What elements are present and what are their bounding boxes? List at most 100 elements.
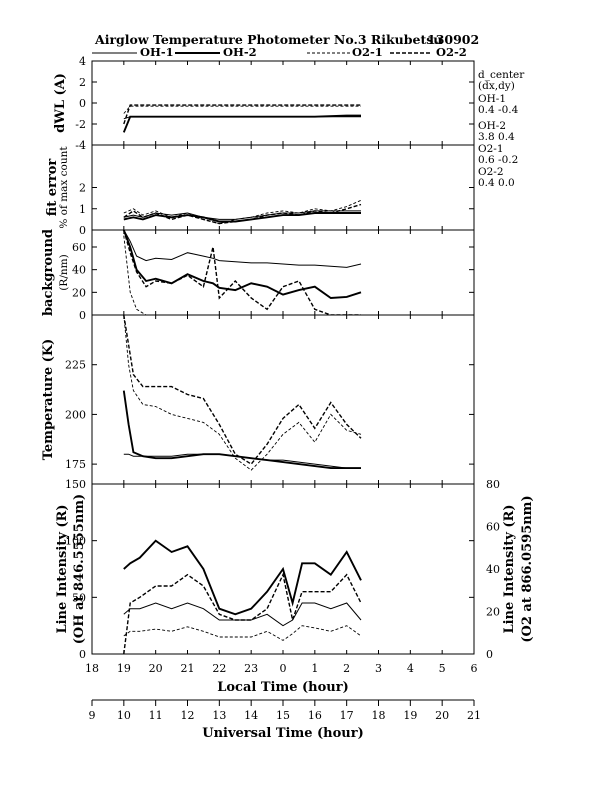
x-axis-label-ut: Universal Time (hour)	[202, 726, 364, 741]
y-tick-label-3-0: 225	[65, 359, 86, 372]
y-right-axis-label2: (O2 at 866.0595nm)	[520, 495, 535, 642]
series-line-1-O2-1	[123, 199, 362, 225]
d-center-subheading: (dx,dy)	[478, 80, 515, 92]
series-line-1-OH-2	[123, 212, 361, 223]
ut-tick-label-11: 20	[435, 709, 449, 722]
local-tick-label-6: 0	[280, 662, 287, 675]
y-tick-label-3-1: 200	[65, 408, 86, 421]
y-axis-label-0: dWL (A)	[53, 73, 68, 133]
y-tick-label-4-3: 0	[79, 648, 86, 661]
y-tick-label-1-1: 1	[79, 203, 86, 216]
y-right-tick-label-3: 20	[486, 606, 500, 619]
series-line-4-OH-2	[123, 539, 362, 616]
legend-label-OH-2: OH-2	[223, 45, 257, 59]
y-axis-label2-4: (OH at 846.5555nm)	[72, 494, 87, 644]
panel-4	[91, 483, 475, 655]
local-tick-label-8: 2	[343, 662, 350, 675]
series-line-4-O2-2	[123, 572, 362, 654]
ut-tick-label-1: 10	[117, 709, 131, 722]
y-tick-label-0-4: -4	[75, 139, 86, 152]
y-axis-label-1: fit error	[45, 159, 60, 217]
series-line-4-OH-1	[123, 602, 362, 627]
side-info-name-OH-1: OH-1	[478, 93, 506, 105]
side-info-value-O2-1: 0.6 -0.2	[478, 154, 518, 166]
y-axis-label2-2: (R/nm)	[58, 254, 70, 290]
series-line-1-O2-2	[123, 203, 362, 225]
series-line-2-OH-1	[123, 230, 362, 268]
side-info-name-OH-2: OH-2	[478, 120, 506, 132]
d-center-heading: d_center	[478, 69, 525, 81]
y-tick-label-2-1: 40	[72, 264, 86, 277]
ut-tick-label-9: 18	[372, 709, 386, 722]
series-line-0-O2-1	[123, 105, 361, 114]
panel-1	[91, 144, 475, 231]
panel-frame-3	[91, 314, 475, 485]
local-tick-label-1: 19	[117, 662, 131, 675]
series-line-2-O2-1	[123, 235, 361, 315]
ut-tick-label-0: 9	[89, 709, 96, 722]
local-tick-label-5: 23	[244, 662, 258, 675]
ut-tick-label-7: 16	[308, 709, 322, 722]
panel-2	[91, 229, 475, 316]
chart-date: 130902	[427, 32, 479, 47]
y-tick-label-0-0: 4	[79, 55, 86, 68]
y-right-tick-label-4: 0	[486, 648, 493, 661]
side-info-name-O2-1: O2-1	[478, 143, 504, 155]
series-line-3-O2-2	[123, 315, 362, 466]
side-info-name-O2-2: O2-2	[478, 166, 504, 178]
panel-0	[91, 60, 475, 146]
y-axis-label-4: Line Intensity (R)	[55, 504, 70, 633]
series-line-3-OH-2	[122, 390, 361, 470]
local-tick-label-11: 5	[439, 662, 446, 675]
local-tick-label-12: 6	[471, 662, 478, 675]
legend-label-O2-2: O2-2	[436, 45, 467, 59]
legend-label-OH-1: OH-1	[140, 45, 174, 59]
series-line-2-OH-2	[122, 230, 362, 299]
ut-tick-label-8: 17	[340, 709, 354, 722]
y-tick-label-0-3: -2	[75, 118, 86, 131]
panel-frame-0	[91, 60, 475, 146]
series-line-2-O2-2	[123, 230, 361, 315]
local-tick-label-10: 4	[407, 662, 414, 675]
panel-frame-2	[91, 229, 475, 316]
side-info-value-O2-2: 0.4 0.0	[478, 177, 515, 189]
y-tick-label-1-0: 2	[79, 182, 86, 195]
y-right-tick-label-0: 80	[486, 478, 500, 491]
local-tick-label-0: 18	[85, 662, 99, 675]
y-tick-label-2-3: 0	[79, 309, 86, 322]
ut-tick-label-5: 14	[244, 709, 258, 722]
local-tick-label-7: 1	[311, 662, 318, 675]
y-axis-label-3: Temperature (K)	[41, 339, 56, 461]
ut-tick-label-6: 15	[276, 709, 290, 722]
series-line-0-O2-2	[123, 104, 361, 125]
series-line-4-O2-1	[123, 625, 362, 641]
y-right-tick-label-1: 60	[486, 521, 500, 534]
y-right-tick-label-2: 40	[486, 563, 500, 576]
ut-tick-label-10: 19	[403, 709, 417, 722]
y-tick-label-4-2: 50	[72, 591, 86, 604]
ut-tick-label-12: 21	[467, 709, 481, 722]
ut-tick-label-3: 12	[181, 709, 195, 722]
y-tick-label-1-2: 0	[79, 224, 86, 237]
y-right-axis-label: Line Intensity (R)	[502, 504, 517, 633]
local-tick-label-4: 22	[212, 662, 226, 675]
series-line-3-O2-1	[123, 315, 362, 471]
y-tick-label-0-1: 2	[79, 76, 86, 89]
legend-label-O2-1: O2-1	[352, 45, 383, 59]
x-axis-label-local: Local Time (hour)	[217, 680, 349, 695]
local-tick-label-3: 21	[181, 662, 195, 675]
ut-tick-label-2: 11	[149, 709, 163, 722]
side-info-value-OH-1: 0.4 -0.4	[478, 104, 519, 116]
y-tick-label-0-2: 0	[79, 97, 86, 110]
y-axis-label-2: background	[41, 229, 56, 316]
y-tick-label-4-0: 150	[65, 478, 86, 491]
ut-tick-label-4: 13	[212, 709, 226, 722]
y-tick-label-4-1: 100	[65, 535, 86, 548]
y-tick-label-2-0: 60	[72, 241, 86, 254]
side-info-value-OH-2: 3.8 0.4	[478, 131, 515, 143]
local-tick-label-2: 20	[149, 662, 163, 675]
chart-title: Airglow Temperature Photometer No.3 Riku…	[94, 32, 442, 47]
y-tick-label-2-2: 20	[72, 286, 86, 299]
local-tick-label-9: 3	[375, 662, 382, 675]
